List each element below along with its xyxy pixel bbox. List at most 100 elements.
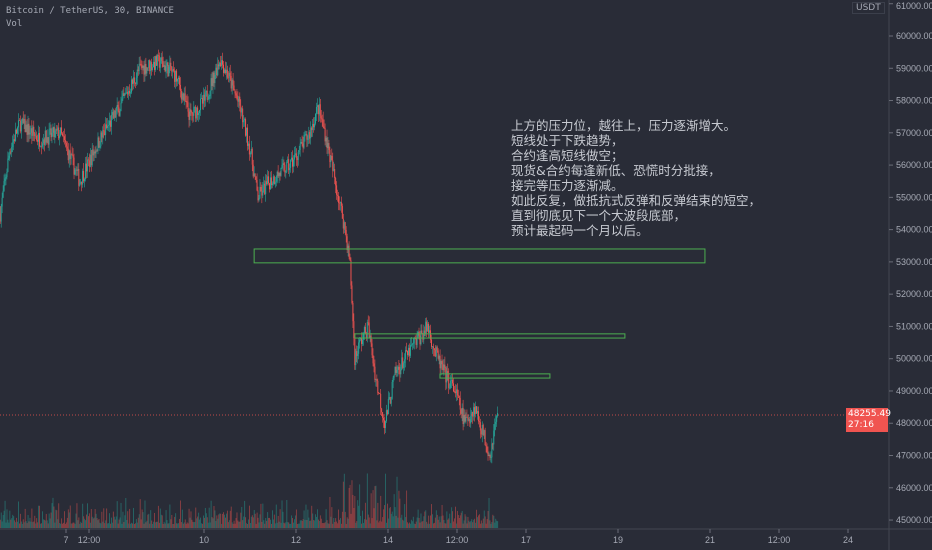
candle-body — [364, 327, 366, 334]
volume-indicator-label[interactable]: Vol — [6, 19, 23, 29]
candle-body — [324, 127, 326, 142]
candle-body — [272, 176, 274, 184]
candle-body — [50, 128, 52, 138]
volume-bar — [205, 513, 207, 528]
volume-bar — [440, 516, 442, 528]
volume-bar — [401, 514, 403, 528]
candle-body — [403, 362, 405, 369]
candle-body — [86, 159, 88, 172]
candle-body — [41, 143, 43, 147]
candle-body — [340, 202, 342, 206]
y-tick-label: 53000.00 — [896, 257, 932, 267]
candle-body — [55, 129, 57, 131]
candle-body — [267, 176, 269, 184]
candle-body — [367, 322, 369, 323]
candle-body — [407, 347, 409, 356]
volume-bar — [451, 507, 453, 528]
volume-bar — [409, 523, 411, 528]
candle-body — [111, 112, 113, 115]
volume-bar — [294, 515, 296, 528]
volume-bar — [199, 519, 201, 528]
candle-body — [493, 430, 495, 445]
volume-bar — [380, 495, 382, 528]
volume-bar — [319, 515, 321, 528]
volume-bar — [78, 517, 80, 528]
candle-body — [434, 350, 436, 357]
candle-body — [332, 160, 334, 171]
volume-bar — [349, 484, 351, 528]
candle-body — [462, 407, 464, 425]
volume-bar — [381, 521, 383, 528]
candle-body — [483, 430, 485, 435]
volume-bar — [394, 507, 396, 528]
volume-bar — [386, 503, 388, 528]
candle-body — [287, 159, 289, 162]
candle-body — [37, 139, 39, 142]
candle-body — [432, 346, 434, 349]
candle-body — [258, 198, 260, 201]
volume-bar — [275, 504, 277, 528]
volume-bar — [99, 522, 101, 528]
volume-bar — [153, 521, 155, 528]
volume-bar — [441, 504, 443, 528]
candle-body — [300, 142, 302, 144]
candle-body — [330, 155, 332, 163]
candle-body — [423, 330, 425, 340]
volume-bar — [361, 523, 363, 528]
candle-body — [143, 65, 145, 75]
volume-bar — [314, 520, 316, 528]
candle-body — [210, 78, 212, 91]
candle-body — [378, 392, 380, 394]
volume-bar — [384, 505, 386, 528]
volume-bar — [447, 519, 449, 528]
candle-body — [264, 183, 266, 195]
volume-bar — [392, 516, 394, 528]
candle-body — [392, 377, 394, 382]
volume-bar — [348, 487, 350, 528]
volume-bar — [134, 523, 136, 528]
resistance-zone — [354, 333, 626, 339]
volume-bar — [229, 510, 231, 528]
volume-bar — [340, 523, 342, 528]
candle-body — [348, 245, 350, 258]
volume-bar — [410, 519, 412, 528]
symbol-title[interactable]: Bitcoin / TetherUS, 30, BINANCE — [6, 6, 174, 16]
candle-body — [466, 416, 468, 418]
last-price-label: 48255.49 27:16 — [846, 408, 891, 432]
candle-body — [295, 153, 297, 158]
candle-body — [155, 56, 157, 66]
candle-body — [275, 181, 277, 183]
candle-body — [366, 322, 368, 339]
volume-bar — [256, 512, 258, 528]
volume-bar — [332, 523, 334, 528]
volume-bar — [32, 522, 34, 528]
candle-body — [477, 411, 479, 422]
candle-body — [327, 143, 329, 149]
volume-bar — [22, 519, 24, 528]
candle-body — [152, 67, 154, 71]
volume-bar — [245, 517, 247, 528]
volume-bar — [315, 514, 317, 528]
volume-bar — [162, 523, 164, 528]
candle-body — [239, 96, 241, 106]
candle-body — [149, 60, 151, 72]
volume-bar — [232, 523, 234, 528]
candle-body — [147, 67, 149, 69]
text-annotation[interactable]: 上方的压力位，越往上，压力逐渐增大。 短线处于下跌趋势， 合约逢高短线做空； 现货&合… — [511, 118, 761, 238]
candle-body — [249, 152, 251, 155]
volume-bar — [93, 517, 95, 528]
volume-bar — [165, 510, 167, 528]
candle-body — [319, 104, 321, 116]
candle-body — [157, 55, 159, 56]
volume-bar — [458, 517, 460, 528]
volume-bar — [193, 522, 195, 528]
candle-body — [196, 107, 198, 119]
volume-bar — [179, 518, 180, 528]
candle-body — [282, 163, 284, 165]
volume-bar — [20, 521, 22, 528]
volume-bar — [77, 520, 79, 528]
volume-bar — [267, 512, 269, 528]
candle-body — [247, 143, 249, 146]
